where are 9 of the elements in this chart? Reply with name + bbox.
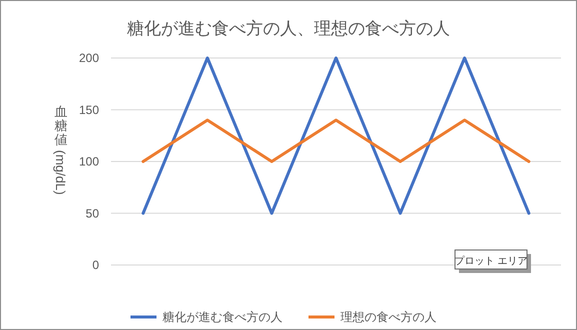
- y-tick-label: 200: [78, 51, 100, 65]
- legend-label: 理想の食べ方の人: [340, 310, 436, 324]
- chart-title: 糖化が進む食べ方の人、理想の食べ方の人: [127, 19, 450, 38]
- y-tick-label: 100: [78, 154, 100, 168]
- y-tick-label: 0: [92, 258, 100, 272]
- legend-label: 糖化が進む食べ方の人: [162, 310, 282, 324]
- y-axis-title: 血糖値 (mg/dL): [53, 104, 68, 195]
- y-tick-label: 50: [86, 206, 100, 220]
- y-tick-label: 150: [78, 102, 100, 117]
